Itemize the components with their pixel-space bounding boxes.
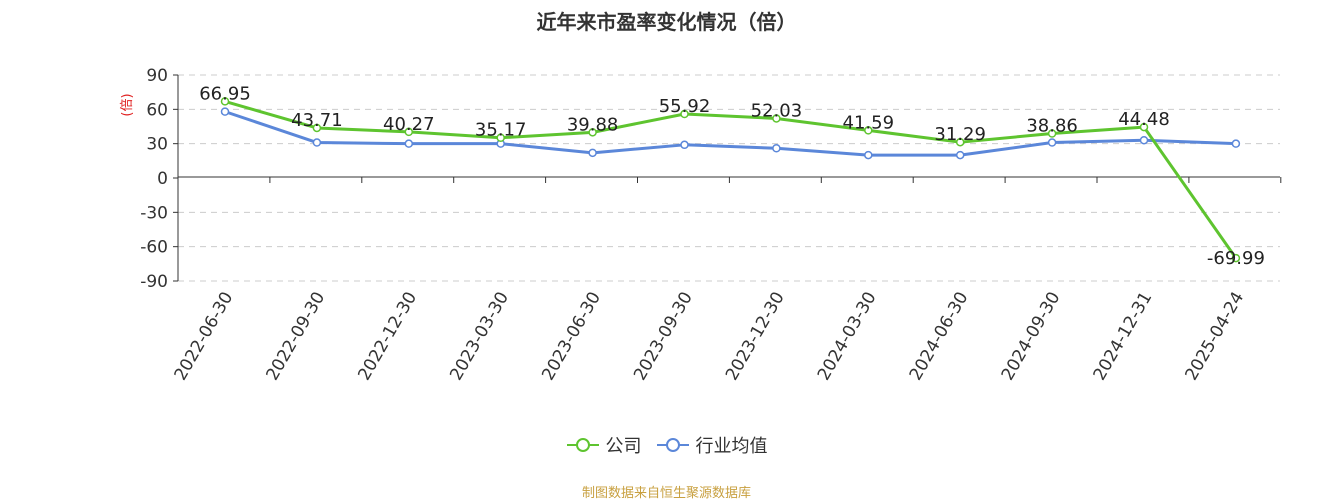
data-point-industry[interactable] — [1139, 135, 1149, 145]
x-tick-label: 2023-09-30 — [630, 289, 697, 385]
legend-label-industry: 行业均值 — [695, 436, 768, 457]
data-point-industry[interactable] — [588, 148, 597, 158]
x-tick-label: 2022-06-30 — [171, 289, 238, 385]
source-note: 制图数据来自恒生聚源数据库 — [581, 486, 751, 500]
data-point-industry[interactable] — [1231, 139, 1241, 148]
data-label: 41.59 — [843, 112, 895, 133]
data-label-layer: 66.95 43.71 40.27 35.17 39.88 55.92 52.03 41.59… — [199, 83, 1265, 269]
data-point-industry[interactable] — [955, 150, 965, 160]
legend: 公司 行业均值 — [0, 432, 1333, 458]
data-label: 44.48 — [1118, 109, 1170, 130]
data-point-company[interactable] — [496, 133, 505, 142]
x-tick-label: 2024-06-30 — [906, 289, 973, 385]
series-line-company — [224, 99, 1238, 259]
data-point-company[interactable] — [220, 97, 230, 106]
data-point-industry[interactable] — [220, 107, 230, 116]
data-label: 52.03 — [751, 100, 803, 121]
grid-layer — [178, 74, 1280, 282]
data-label: 31.29 — [934, 124, 986, 145]
legend-label-company: 公司 — [605, 436, 642, 457]
x-tick-label: 2022-09-30 — [263, 289, 330, 385]
data-point-company[interactable] — [404, 127, 414, 137]
data-label: 40.27 — [383, 114, 435, 135]
legend-company-icon — [566, 438, 599, 452]
x-tick-label: 2024-03-30 — [814, 289, 881, 385]
data-label: -69.99 — [1207, 248, 1265, 269]
data-point-company[interactable] — [1139, 122, 1149, 132]
y-tick-label: 30 — [146, 135, 168, 155]
y-tick-label: 60 — [146, 100, 168, 120]
x-tick-label: 2022-12-30 — [354, 289, 421, 385]
x-tick-label: 2024-09-30 — [998, 289, 1065, 385]
chart-title: 近年来市盈率变化情况（倍） — [536, 10, 797, 34]
data-label: 35.17 — [475, 120, 527, 141]
y-tick-label: 0 — [157, 169, 168, 189]
data-point-industry[interactable] — [312, 138, 322, 147]
x-tick-label: 2025-04-24 — [1182, 289, 1249, 385]
y-tick-label: -90 — [140, 272, 168, 292]
data-label: 55.92 — [659, 96, 711, 117]
x-tick-label: 2023-03-30 — [446, 289, 513, 385]
data-label: 38.86 — [1026, 116, 1078, 137]
y-tick-label: -60 — [140, 238, 168, 258]
data-point-company[interactable] — [588, 128, 597, 137]
series-line-industry — [224, 110, 1236, 157]
data-label: 39.88 — [567, 114, 619, 135]
data-point-company[interactable] — [955, 137, 965, 147]
data-point-company[interactable] — [680, 109, 689, 119]
legend-item-company[interactable]: 公司 — [566, 432, 642, 458]
x-tick-label: 2024-12-31 — [1090, 289, 1157, 385]
data-point-industry[interactable] — [772, 143, 781, 153]
x-tick-label: 2023-06-30 — [538, 289, 605, 385]
data-label: 43.71 — [291, 110, 343, 131]
data-point-industry[interactable] — [680, 140, 689, 150]
legend-item-industry[interactable]: 行业均值 — [656, 432, 768, 458]
series-layer — [220, 97, 1241, 263]
data-point-industry[interactable] — [1047, 138, 1057, 147]
y-tick-label: -30 — [140, 203, 168, 223]
data-point-company[interactable] — [772, 114, 781, 123]
y-axis-label: (倍) — [120, 93, 135, 116]
data-point-company[interactable] — [1047, 129, 1057, 138]
data-point-company[interactable] — [312, 123, 322, 133]
data-point-industry[interactable] — [404, 139, 414, 148]
data-label: 66.95 — [199, 83, 251, 104]
data-point-company[interactable] — [1231, 253, 1241, 263]
y-tick-label: 90 — [146, 66, 168, 86]
legend-industry-icon — [656, 438, 689, 452]
x-tick-label: 2023-12-30 — [722, 289, 789, 385]
data-point-company[interactable] — [864, 126, 873, 135]
data-point-industry[interactable] — [864, 150, 873, 160]
